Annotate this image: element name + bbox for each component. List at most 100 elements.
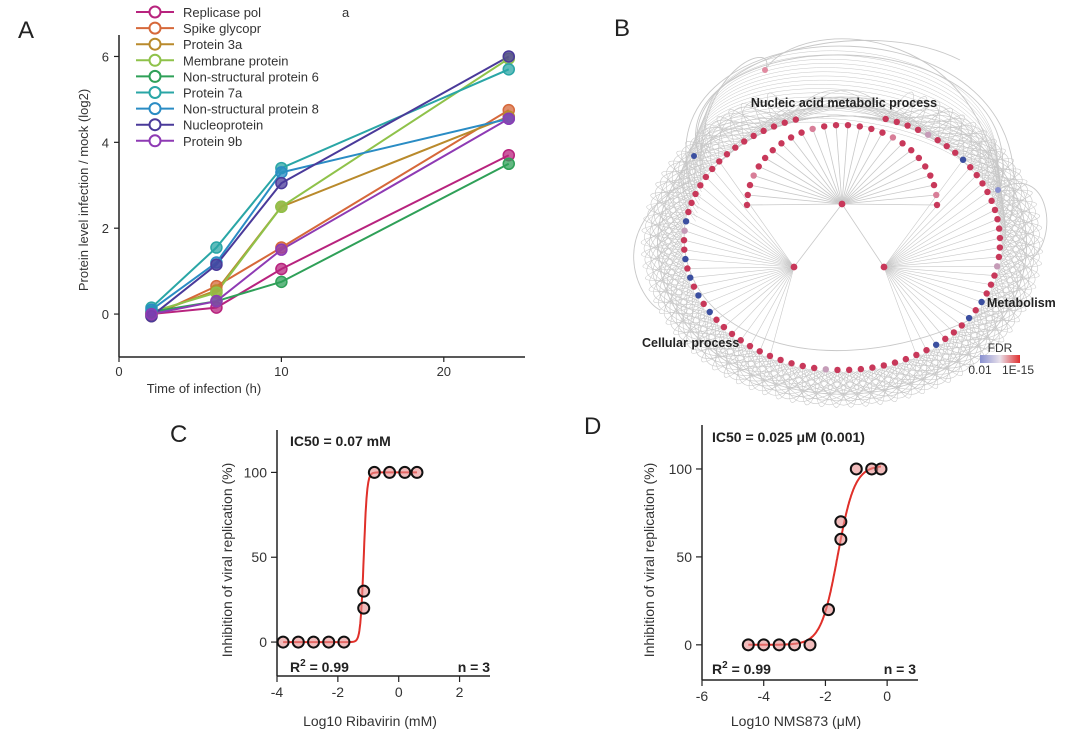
- network-edge: [665, 295, 710, 325]
- network-edge: [645, 258, 691, 281]
- data-point: [337, 635, 351, 649]
- network-edge: [695, 193, 795, 268]
- network-node: [880, 362, 888, 369]
- network-node: [979, 180, 986, 187]
- network-node: [995, 225, 1003, 232]
- network-node: [787, 134, 795, 141]
- network-edge: [841, 143, 903, 205]
- network-edge: [723, 266, 795, 328]
- panel-a-data-point: [502, 157, 516, 171]
- network-edge: [744, 105, 908, 142]
- panel-c-points: [276, 465, 424, 649]
- network-edge: [672, 141, 745, 231]
- network-edge: [790, 137, 843, 205]
- network-edge: [641, 239, 686, 260]
- network-edge: [936, 256, 1010, 346]
- panel-a-series-line: [151, 162, 510, 313]
- data-point: [410, 465, 424, 479]
- network-edge: [711, 168, 795, 268]
- network-edge: [802, 362, 896, 401]
- panel-d-r2-label: R: [712, 661, 722, 677]
- network-node: [720, 323, 728, 331]
- network-edge: [640, 230, 685, 250]
- network-node: [991, 206, 999, 214]
- network-node: [690, 283, 698, 290]
- network-hub-node: [790, 263, 798, 271]
- network-node: [904, 122, 911, 129]
- network-edge: [687, 266, 795, 269]
- network-edge: [659, 286, 704, 314]
- panel-a-data-point: [275, 176, 288, 190]
- network-node: [700, 300, 707, 308]
- network-edge: [716, 116, 754, 148]
- network-edge: [981, 284, 1027, 312]
- network-edge: [680, 117, 1006, 253]
- network-node: [681, 246, 688, 253]
- cluster-label-metabolism: Metabolism: [987, 296, 1056, 310]
- x-tick-label: 0: [883, 688, 891, 704]
- network-edge: [946, 130, 987, 160]
- network-edge: [675, 277, 741, 342]
- panel-a-data-point: [210, 258, 223, 271]
- network-edge: [772, 149, 843, 205]
- legend-label: Protein 7a: [183, 86, 243, 101]
- network-node: [950, 329, 958, 336]
- network-edge: [883, 266, 992, 285]
- network-node: [988, 197, 995, 205]
- network-node: [984, 188, 991, 196]
- panel-c-r2-label: R: [290, 659, 300, 675]
- network-edge: [703, 54, 999, 190]
- network-node: [755, 163, 762, 170]
- x-tick-label: -6: [696, 688, 709, 704]
- panel-a-series-line: [150, 55, 510, 317]
- network-edge: [969, 247, 1026, 319]
- network-node: [994, 215, 1001, 223]
- network-node: [732, 144, 739, 151]
- network-edge: [883, 256, 999, 268]
- panel-a-data-point: [502, 50, 516, 63]
- network-edge: [841, 203, 885, 268]
- network-edge: [643, 211, 689, 232]
- y-tick-label: 100: [244, 464, 268, 480]
- network-edge: [749, 184, 843, 205]
- network-node: [781, 119, 788, 126]
- network-edge: [683, 239, 795, 268]
- network-node: [682, 218, 690, 225]
- network-edge: [883, 200, 992, 268]
- network-node: [996, 234, 1004, 242]
- panel-a-series-line: [151, 154, 510, 316]
- network-edge: [696, 40, 961, 161]
- network-edge: [883, 167, 971, 268]
- legend-marker: [148, 21, 162, 35]
- network-edge: [668, 147, 736, 241]
- network-edge: [759, 351, 850, 397]
- network-edge: [793, 203, 843, 268]
- network-node: [713, 316, 720, 323]
- network-node: [810, 364, 818, 372]
- legend-marker: [148, 37, 162, 51]
- legend-label: Replicase pol: [183, 5, 261, 20]
- network-edge: [841, 157, 920, 205]
- network-edge: [749, 345, 838, 394]
- panel-a-series-line: [151, 109, 510, 318]
- network-edge: [999, 228, 1044, 248]
- legend-label: Protein 9b: [183, 134, 242, 149]
- legend-marker: [148, 5, 162, 19]
- panel-d-r2-sup: 2: [722, 660, 728, 671]
- network-node: [987, 281, 995, 288]
- network-node: [822, 366, 829, 373]
- network-edge: [690, 295, 760, 357]
- network-node: [923, 346, 930, 354]
- panel-c-r2-value: = 0.99: [306, 659, 349, 675]
- network-edge: [758, 166, 843, 205]
- legend-marker: [148, 118, 162, 132]
- network-node: [914, 126, 922, 134]
- network-node: [932, 341, 940, 348]
- network-node: [691, 153, 697, 159]
- network-node: [868, 125, 875, 133]
- network-node: [680, 236, 688, 244]
- panel-a-data-point: [275, 243, 288, 256]
